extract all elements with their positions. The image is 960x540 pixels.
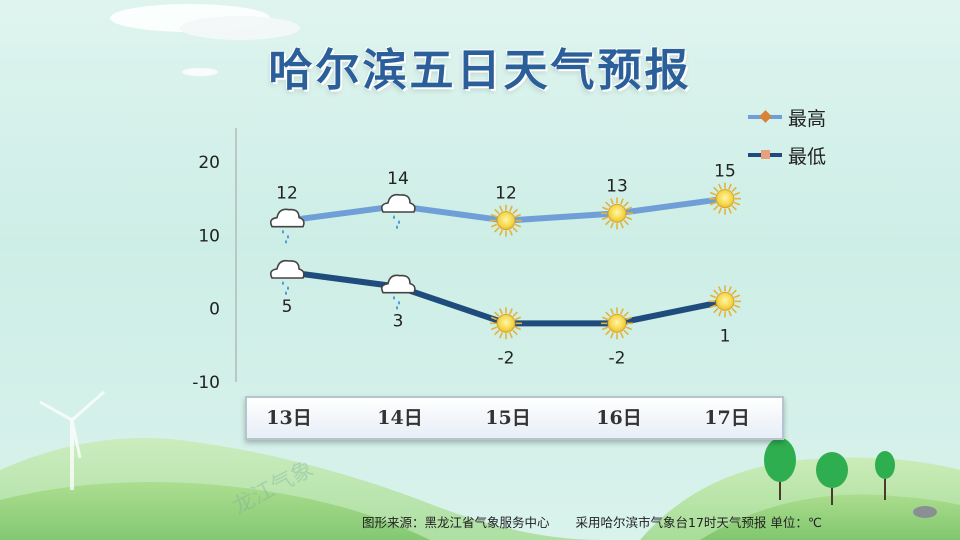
- sun-icon: [490, 307, 522, 340]
- data-label: 1: [720, 326, 731, 346]
- legend: 最高 最低: [748, 98, 826, 174]
- y-tick-label: 10: [198, 226, 220, 246]
- data-label: 14: [387, 169, 409, 189]
- legend-item-high: 最高: [748, 98, 826, 136]
- legend-item-low: 最低: [748, 136, 826, 174]
- sun-icon: [601, 197, 633, 230]
- legend-swatch-high: [748, 107, 782, 127]
- rain-cloud-icon: [381, 193, 416, 229]
- tree-icon: [816, 452, 848, 505]
- footer-source: 图形来源：黑龙江省气象服务中心: [362, 515, 550, 530]
- rain-cloud-icon: [270, 208, 305, 244]
- x-tick-label: 15日: [485, 407, 531, 429]
- y-tick-label: -10: [192, 373, 220, 393]
- wind-turbine-icon: [39, 390, 105, 490]
- page-title: 哈尔滨五日天气预报: [268, 45, 692, 96]
- tree-icon: [875, 451, 937, 518]
- legend-label-high: 最高: [788, 107, 827, 130]
- rain-cloud-icon: [381, 274, 416, 310]
- data-label: 13: [606, 176, 628, 196]
- footer-note: 采用哈尔滨市气象台17时天气预报 单位：℃: [575, 515, 822, 530]
- data-label: 5: [282, 297, 293, 317]
- background-decoration: [0, 4, 960, 540]
- x-tick-label: 16日: [596, 407, 642, 429]
- legend-label-low: 最低: [788, 145, 827, 168]
- x-tick-label: 14日: [377, 407, 423, 429]
- data-label: -2: [498, 348, 515, 368]
- data-label: -2: [609, 348, 626, 368]
- x-tick-label: 17日: [704, 407, 750, 429]
- data-label: 15: [714, 162, 736, 182]
- legend-swatch-low: [748, 145, 782, 165]
- sun-icon: [709, 285, 741, 318]
- data-label: 12: [276, 184, 298, 204]
- tree-icon: [764, 438, 796, 500]
- data-label: 3: [393, 312, 404, 332]
- y-tick-label: 0: [209, 300, 220, 320]
- x-tick-label: 13日: [266, 407, 312, 429]
- sun-icon: [709, 182, 741, 215]
- y-axis: -10 0 10 20: [192, 128, 237, 393]
- rain-cloud-icon: [270, 259, 305, 295]
- data-label: 12: [495, 184, 517, 204]
- sun-icon: [490, 204, 522, 237]
- date-axis-box: 13日 14日 15日 16日 17日: [245, 396, 784, 440]
- sun-icon: [601, 307, 633, 340]
- y-tick-label: 20: [198, 153, 220, 173]
- footer: 图形来源：黑龙江省气象服务中心 采用哈尔滨市气象台17时天气预报 单位：℃: [362, 512, 848, 531]
